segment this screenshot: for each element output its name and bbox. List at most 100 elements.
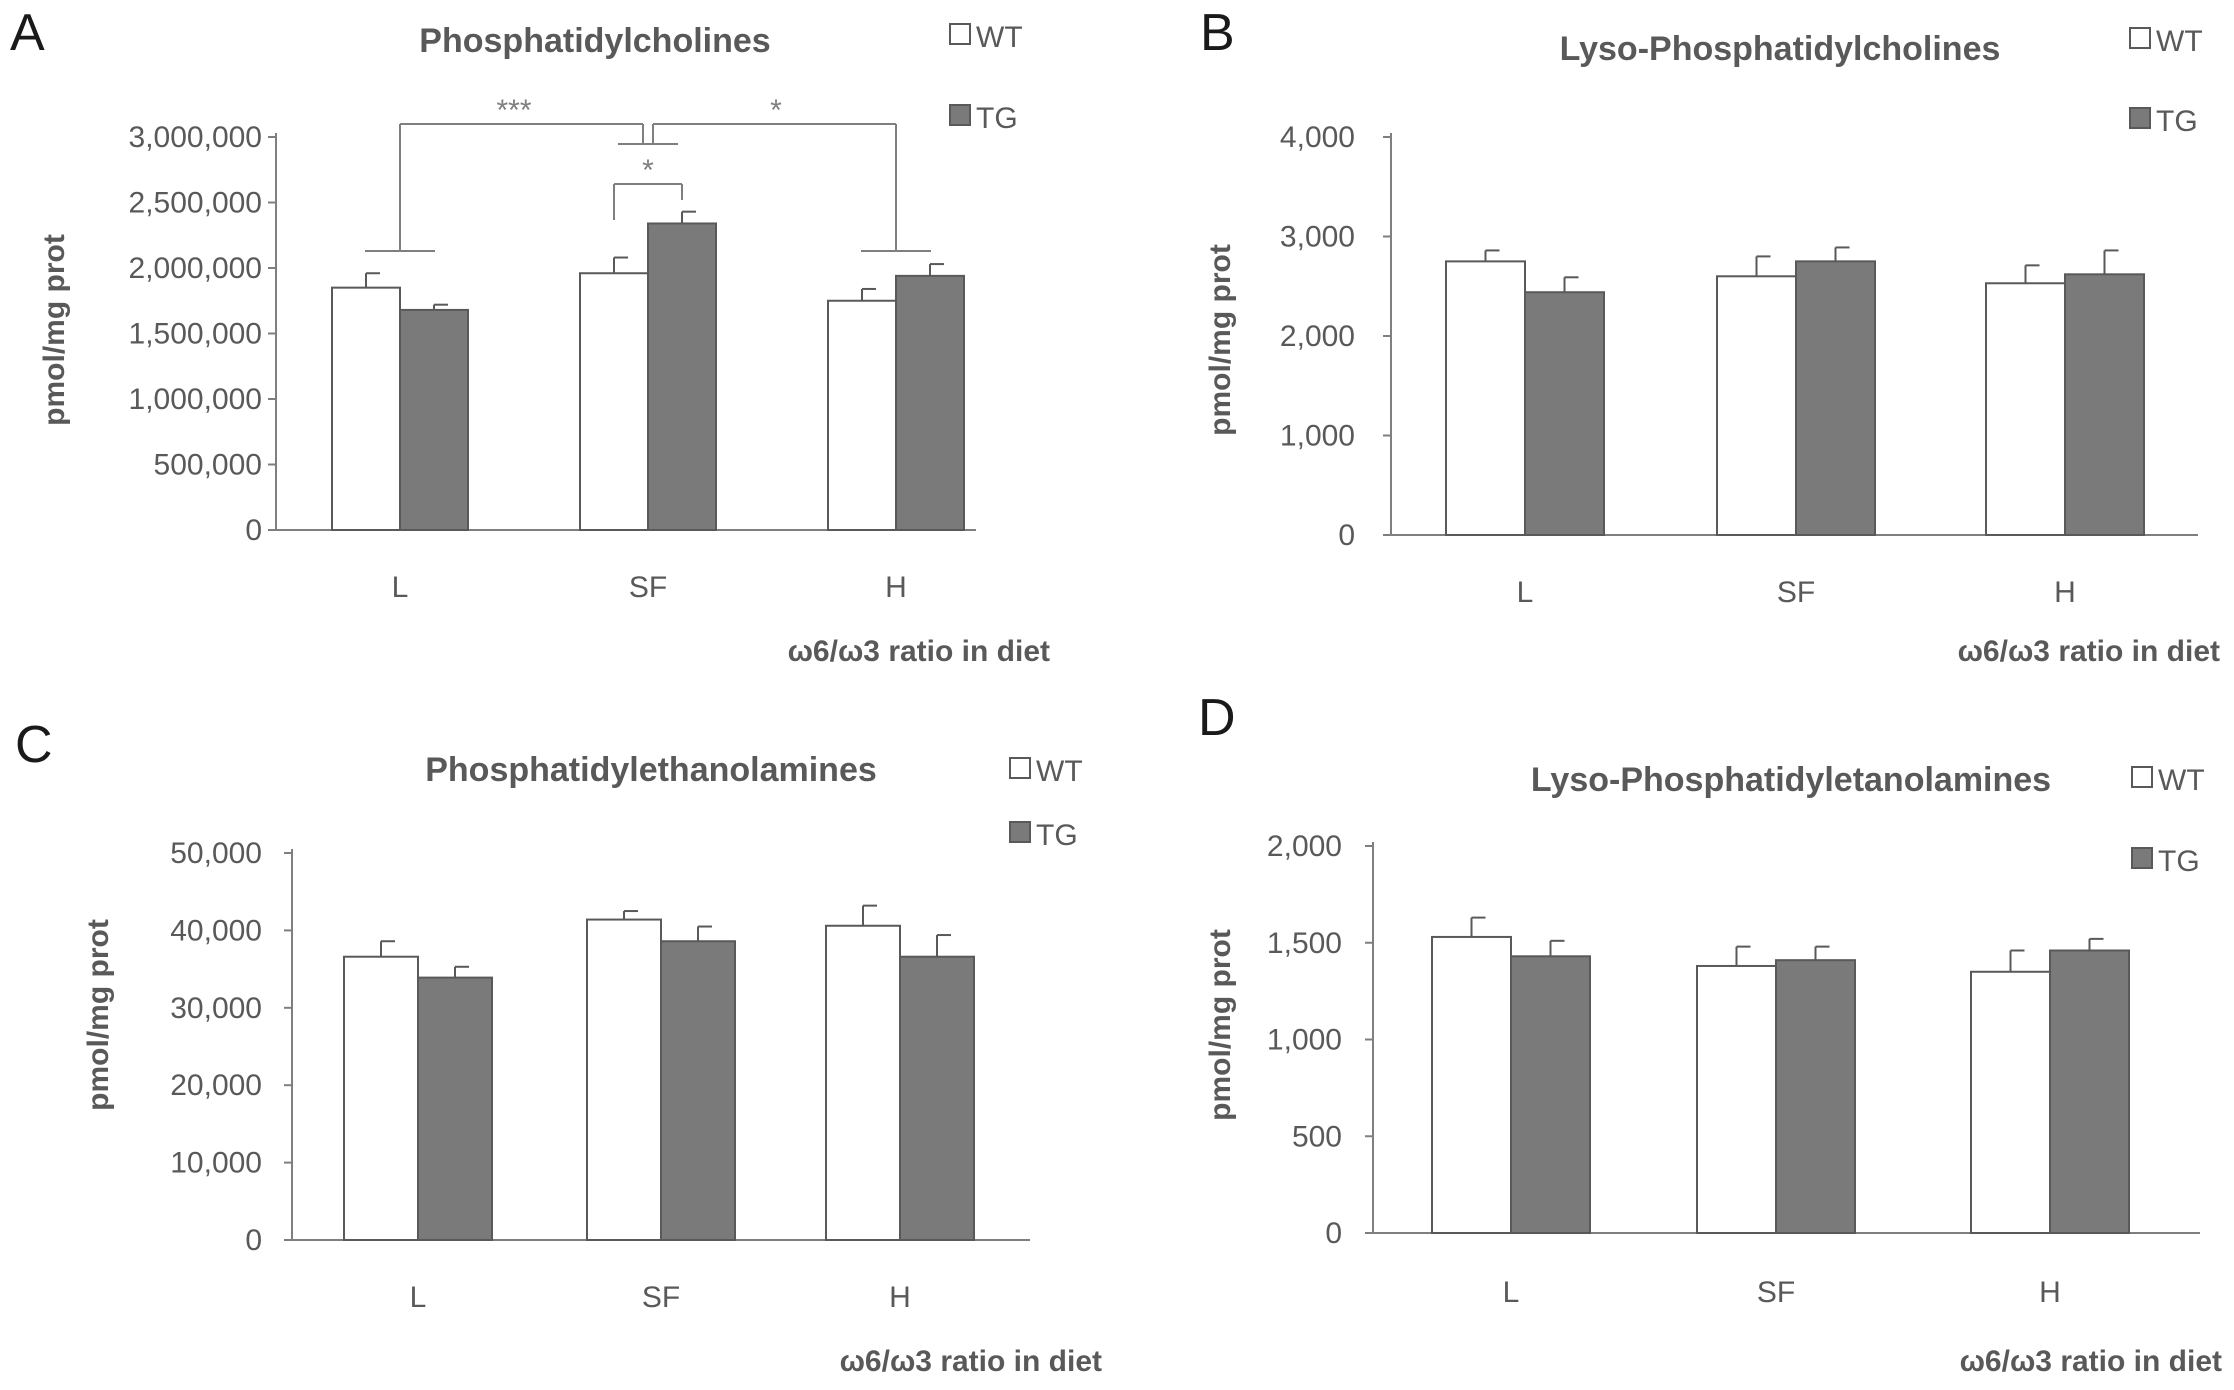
y-tick-label: 2,000 <box>1267 830 1342 863</box>
y-axis-title: pmol/mg prot <box>82 919 115 1111</box>
legend-label-tg: TG <box>976 102 1018 135</box>
legend: WT TG <box>1009 755 1083 852</box>
x-axis-title: ω6/ω3 ratio in diet <box>840 1345 1102 1378</box>
legend: WT TG <box>949 21 1023 135</box>
bar-tg-l <box>417 976 493 1241</box>
x-category-label: H <box>2039 1276 2061 1309</box>
y-tick-label: 0 <box>1338 519 1355 552</box>
legend-swatch-wt <box>949 23 971 45</box>
x-category-label: L <box>410 1281 427 1314</box>
bar-wt-h <box>827 299 897 531</box>
x-category-label: SF <box>629 571 667 604</box>
legend-label-wt: WT <box>976 21 1023 54</box>
legend-label-wt: WT <box>1036 755 1083 788</box>
legend-label-tg: TG <box>2158 845 2200 878</box>
x-axis-title: ω6/ω3 ratio in diet <box>788 635 1050 668</box>
bar-tg-h <box>2064 273 2145 536</box>
panel-letter: B <box>1200 4 1235 62</box>
bar-wt-h <box>1970 970 2051 1235</box>
legend: WT TG <box>2131 764 2205 878</box>
y-tick-label: 4,000 <box>1280 121 1355 154</box>
legend-label-tg: TG <box>2156 105 2198 138</box>
bar-tg-l <box>1510 955 1591 1234</box>
y-tick-label: 0 <box>245 514 262 547</box>
bar-wt-l <box>1431 935 1512 1234</box>
legend: WT TG <box>2129 25 2203 138</box>
chart-panel-a: A Phosphatidylcholines 0 500,000 1,000,000 1,… <box>10 4 1050 668</box>
y-tick-label: 2,500,000 <box>129 187 262 220</box>
chart-panel-c: C Phosphatidylethanolamines 0 10,000 20,000 3… <box>15 716 1102 1378</box>
y-tick-label: 1,000 <box>1280 420 1355 453</box>
chart-title: Lyso-Phosphatidylcholines <box>1560 30 2001 68</box>
bar-wt-sf <box>586 918 662 1242</box>
legend-swatch-tg <box>1009 821 1031 843</box>
bar-wt-l <box>1445 260 1526 536</box>
y-tick-label: 2,000 <box>1280 320 1355 353</box>
legend-swatch-wt <box>2131 766 2153 788</box>
y-axis-title: pmol/mg prot <box>38 234 71 426</box>
y-tick-label: 10,000 <box>170 1147 262 1180</box>
legend-swatch-wt <box>1009 757 1031 779</box>
y-tick-label: 3,000 <box>1280 221 1355 254</box>
x-category-label: H <box>889 1281 911 1314</box>
bar-wt-sf <box>579 272 649 531</box>
bar-wt-l <box>343 955 419 1241</box>
significance-brackets: *** ** <box>365 94 931 252</box>
bar-tg-sf <box>1795 260 1876 536</box>
x-category-label: SF <box>642 1281 680 1314</box>
bar-tg-h <box>2049 949 2130 1234</box>
x-category-label: L <box>392 571 409 604</box>
x-category-label: SF <box>1757 1276 1795 1309</box>
y-tick-label: 1,500,000 <box>129 318 262 351</box>
y-tick-label: 3,000,000 <box>129 121 262 154</box>
legend-label-wt: WT <box>2158 764 2205 797</box>
legend-swatch-tg <box>949 104 971 126</box>
x-category-label: L <box>1517 576 1534 609</box>
panel-letter: C <box>15 716 53 774</box>
x-category-label: H <box>885 571 907 604</box>
x-category-label: SF <box>1777 576 1815 609</box>
y-tick-label: 20,000 <box>170 1069 262 1102</box>
y-tick-label: 500 <box>1292 1120 1342 1153</box>
bar-wt-sf <box>1716 275 1797 536</box>
y-tick-label: 500,000 <box>154 449 262 482</box>
sig-label: * <box>642 154 654 187</box>
bar-tg-h <box>895 274 965 531</box>
y-tick-label: 1,000,000 <box>129 383 262 416</box>
x-axis-title: ω6/ω3 ratio in diet <box>1958 635 2220 668</box>
bar-tg-sf <box>660 940 736 1242</box>
y-axis-title: pmol/mg prot <box>1204 929 1237 1121</box>
sig-label: * <box>770 94 782 127</box>
chart-title: Phosphatidylcholines <box>419 22 770 60</box>
bar-wt-sf <box>1696 964 1777 1234</box>
bar-tg-l <box>399 308 469 532</box>
y-tick-label: 2,000,000 <box>129 252 262 285</box>
legend-swatch-wt <box>2129 27 2151 49</box>
y-tick-label: 50,000 <box>170 837 262 870</box>
y-tick-label: 0 <box>245 1224 262 1257</box>
bar-tg-l <box>1524 291 1605 536</box>
y-tick-label: 40,000 <box>170 914 262 947</box>
bar-tg-sf <box>647 222 717 532</box>
y-axis-title: pmol/mg prot <box>1204 244 1237 436</box>
bar-tg-sf <box>1775 959 1856 1234</box>
y-tick-label: 0 <box>1325 1217 1342 1250</box>
legend-swatch-tg <box>2129 107 2151 129</box>
x-category-label: L <box>1503 1276 1520 1309</box>
bar-wt-l <box>331 286 401 531</box>
y-tick-label: 1,000 <box>1267 1024 1342 1057</box>
chart-panel-b: B Lyso-Phosphatidylcholines 0 1,000 2,000 3,0… <box>1200 4 2220 668</box>
sig-label: *** <box>496 94 531 127</box>
legend-label-wt: WT <box>2156 25 2203 58</box>
chart-title: Phosphatidylethanolamines <box>425 751 877 789</box>
panel-letter: D <box>1198 689 1236 747</box>
bar-wt-h <box>825 924 901 1241</box>
legend-swatch-tg <box>2131 847 2153 869</box>
y-tick-label: 30,000 <box>170 992 262 1025</box>
y-tick-label: 1,500 <box>1267 927 1342 960</box>
legend-label-tg: TG <box>1036 819 1078 852</box>
bar-tg-h <box>899 955 975 1241</box>
chart-title: Lyso-Phosphatidyletanolamines <box>1531 761 2051 799</box>
chart-panel-d: D Lyso-Phosphatidyletanolamines 0 500 1,000 1… <box>1198 689 2222 1378</box>
